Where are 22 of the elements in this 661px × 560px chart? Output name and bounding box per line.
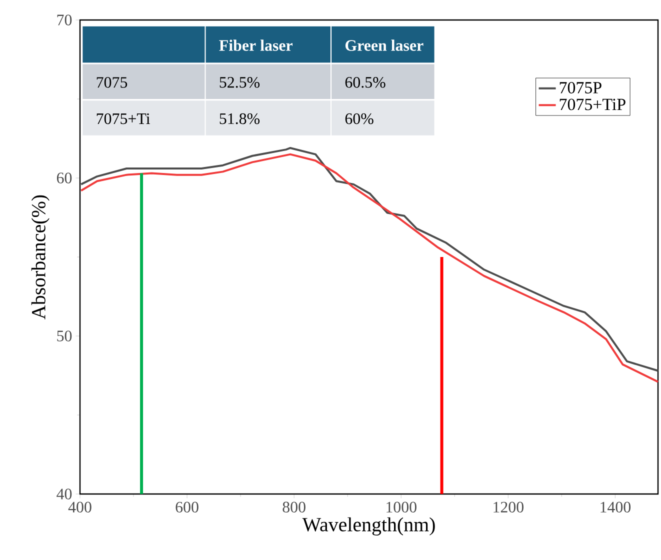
y-tick-label: 50 — [57, 330, 72, 342]
x-tick-label: 1400 — [600, 502, 631, 513]
annotation: 7075+Ti — [96, 113, 150, 124]
legend-label: 7075P — [560, 82, 602, 94]
annotation: 60% — [345, 113, 374, 124]
x-tick-label: 1200 — [494, 502, 524, 513]
y-axis-title: Absorbance(%) — [31, 195, 50, 320]
y-tick-label: 40 — [56, 488, 72, 500]
x-tick-label: 1000 — [386, 502, 416, 513]
annotation: 52.5% — [220, 77, 260, 88]
annotation: 60.5% — [345, 77, 386, 88]
legend-label: 7075+TiP — [560, 98, 626, 110]
x-tick-label: 600 — [176, 502, 198, 513]
annotation: Green laser — [345, 40, 424, 51]
x-axis-title: Wavelength(nm) — [302, 517, 435, 536]
x-tick-label: 800 — [282, 502, 306, 513]
annotation: Fiber laser — [219, 40, 293, 51]
y-tick-label: 60 — [56, 172, 72, 184]
x-tick-label: 400 — [68, 502, 92, 513]
annotation: 7075 — [96, 77, 128, 88]
y-tick-label: 70 — [57, 14, 72, 26]
annotation: 51.8% — [220, 113, 260, 124]
